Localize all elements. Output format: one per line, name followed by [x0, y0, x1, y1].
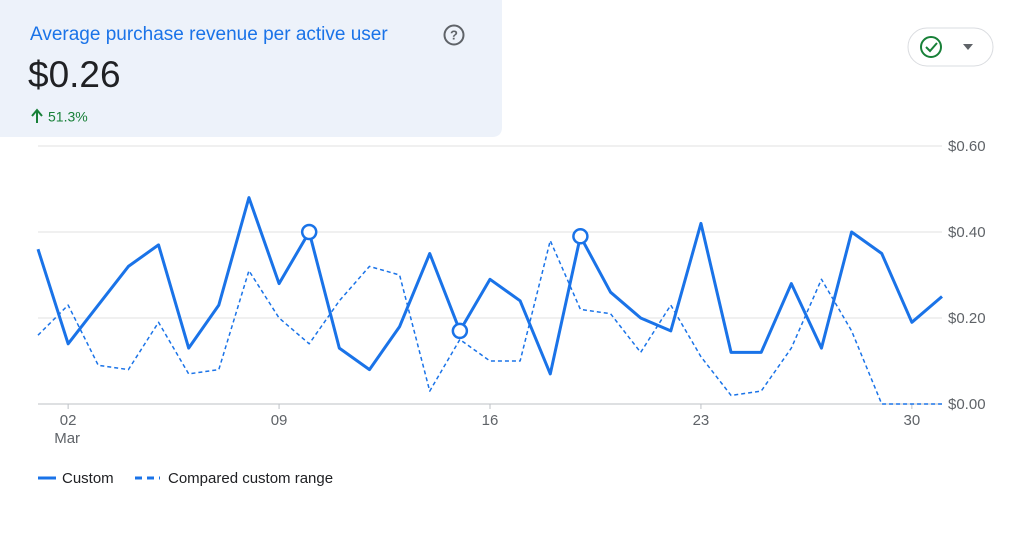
up-arrow [31, 108, 43, 123]
svg-text:?: ? [450, 27, 458, 42]
x-tick-label: 02 [60, 412, 77, 429]
y-tick-label: $0.60 [948, 138, 986, 155]
point-marker [300, 223, 318, 241]
x-sublabel: Mar [54, 430, 80, 447]
series-line [37, 239, 942, 405]
series-line [36, 196, 943, 376]
status-dropdown[interactable] [907, 27, 994, 67]
point-marker [572, 228, 589, 245]
metric-title: Average purchase revenue per active user [30, 24, 388, 45]
x-tick-label: 30 [904, 412, 921, 429]
x-tick-label: 09 [271, 412, 288, 429]
x-tick-label: 16 [482, 412, 499, 429]
y-tick-label: $0.00 [948, 396, 986, 413]
y-tick-label: $0.40 [948, 224, 986, 241]
legend-label: Compared custom range [168, 470, 333, 487]
y-tick-label: $0.20 [948, 310, 986, 327]
help-icon[interactable]: ? [443, 24, 465, 46]
x-tick-label: 23 [693, 412, 710, 429]
metric-change: 51.3% [48, 109, 88, 125]
metric-value: $0.26 [28, 54, 121, 95]
header-panel [0, 0, 502, 137]
legend-label: Custom [62, 470, 114, 487]
point-marker [451, 322, 469, 340]
